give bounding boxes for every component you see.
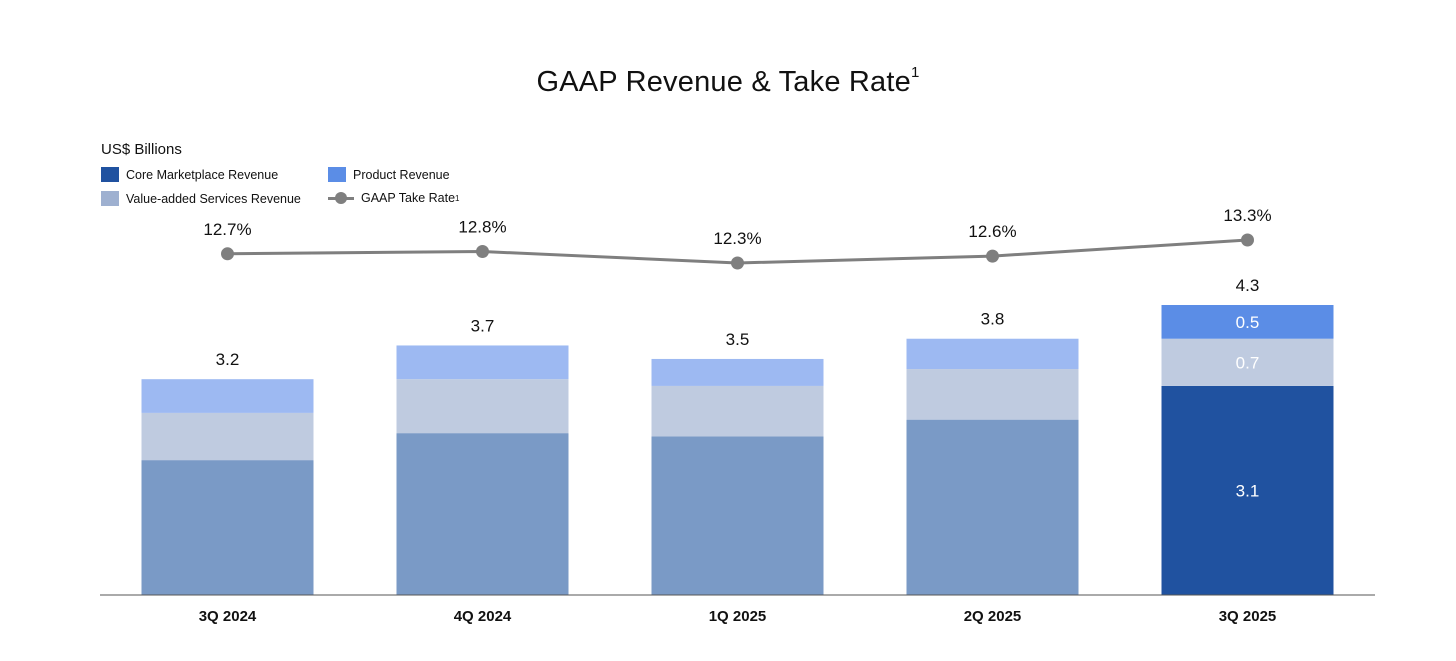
- take-rate-label-4: 13.3%: [1223, 206, 1271, 225]
- total-label-0: 3.2: [216, 350, 240, 369]
- category-label-4: 3Q 2025: [1219, 608, 1277, 625]
- legend-product-revenue: Product Revenue: [328, 167, 450, 182]
- segment-label-product: 0.5: [1236, 313, 1260, 332]
- take-rate-point-2: [731, 256, 744, 270]
- take-rate-point-0: [221, 247, 234, 261]
- take-rate-point-4: [1241, 233, 1254, 247]
- take-rate-label-2: 12.3%: [713, 229, 761, 248]
- legend-value-added-services: Value-added Services Revenue: [101, 191, 301, 206]
- segment-label-core: 3.1: [1236, 481, 1260, 500]
- bar-core-3: [906, 419, 1079, 595]
- take-rate-point-1: [476, 245, 489, 258]
- bar-core-2: [651, 436, 824, 595]
- take-rate-label-1: 12.8%: [458, 218, 506, 237]
- legend-swatch-core: [101, 167, 119, 182]
- bar-vas-2: [651, 385, 824, 437]
- bar-product-0: [141, 379, 314, 413]
- take-rate-point-3: [986, 249, 999, 263]
- legend-core-marketplace: Core Marketplace Revenue: [101, 167, 278, 182]
- bar-vas-1: [396, 379, 569, 434]
- legend-gaap-take-rate: GAAP Take Rate 1: [328, 191, 460, 205]
- bar-vas-4: [1161, 338, 1334, 386]
- bar-product-1: [396, 345, 569, 380]
- bar-vas-0: [141, 412, 314, 461]
- take-rate-label-0: 12.7%: [203, 220, 251, 239]
- segment-label-vas: 0.7: [1236, 353, 1260, 372]
- bar-product-4: [1161, 305, 1334, 339]
- total-label-3: 3.8: [981, 310, 1005, 329]
- category-label-2: 1Q 2025: [709, 608, 767, 625]
- legend-swatch-vas: [101, 191, 119, 206]
- take-rate-label-3: 12.6%: [968, 222, 1016, 241]
- bar-product-3: [906, 338, 1079, 370]
- total-label-2: 3.5: [726, 330, 750, 349]
- category-label-0: 3Q 2024: [199, 608, 257, 625]
- bar-core-4: [1161, 385, 1334, 595]
- legend-swatch-take-rate: [328, 191, 354, 205]
- category-label-3: 2Q 2025: [964, 608, 1022, 625]
- bar-core-1: [396, 433, 569, 595]
- total-label-4: 4.3: [1236, 276, 1260, 295]
- bar-vas-3: [906, 369, 1079, 420]
- units-label: US$ Billions: [101, 141, 182, 158]
- chart-title: GAAP Revenue & Take Rate1: [536, 64, 920, 98]
- bar-core-0: [141, 460, 314, 595]
- category-label-1: 4Q 2024: [454, 608, 512, 625]
- legend-swatch-product: [328, 167, 346, 182]
- bar-product-2: [651, 358, 824, 386]
- total-label-1: 3.7: [471, 316, 495, 335]
